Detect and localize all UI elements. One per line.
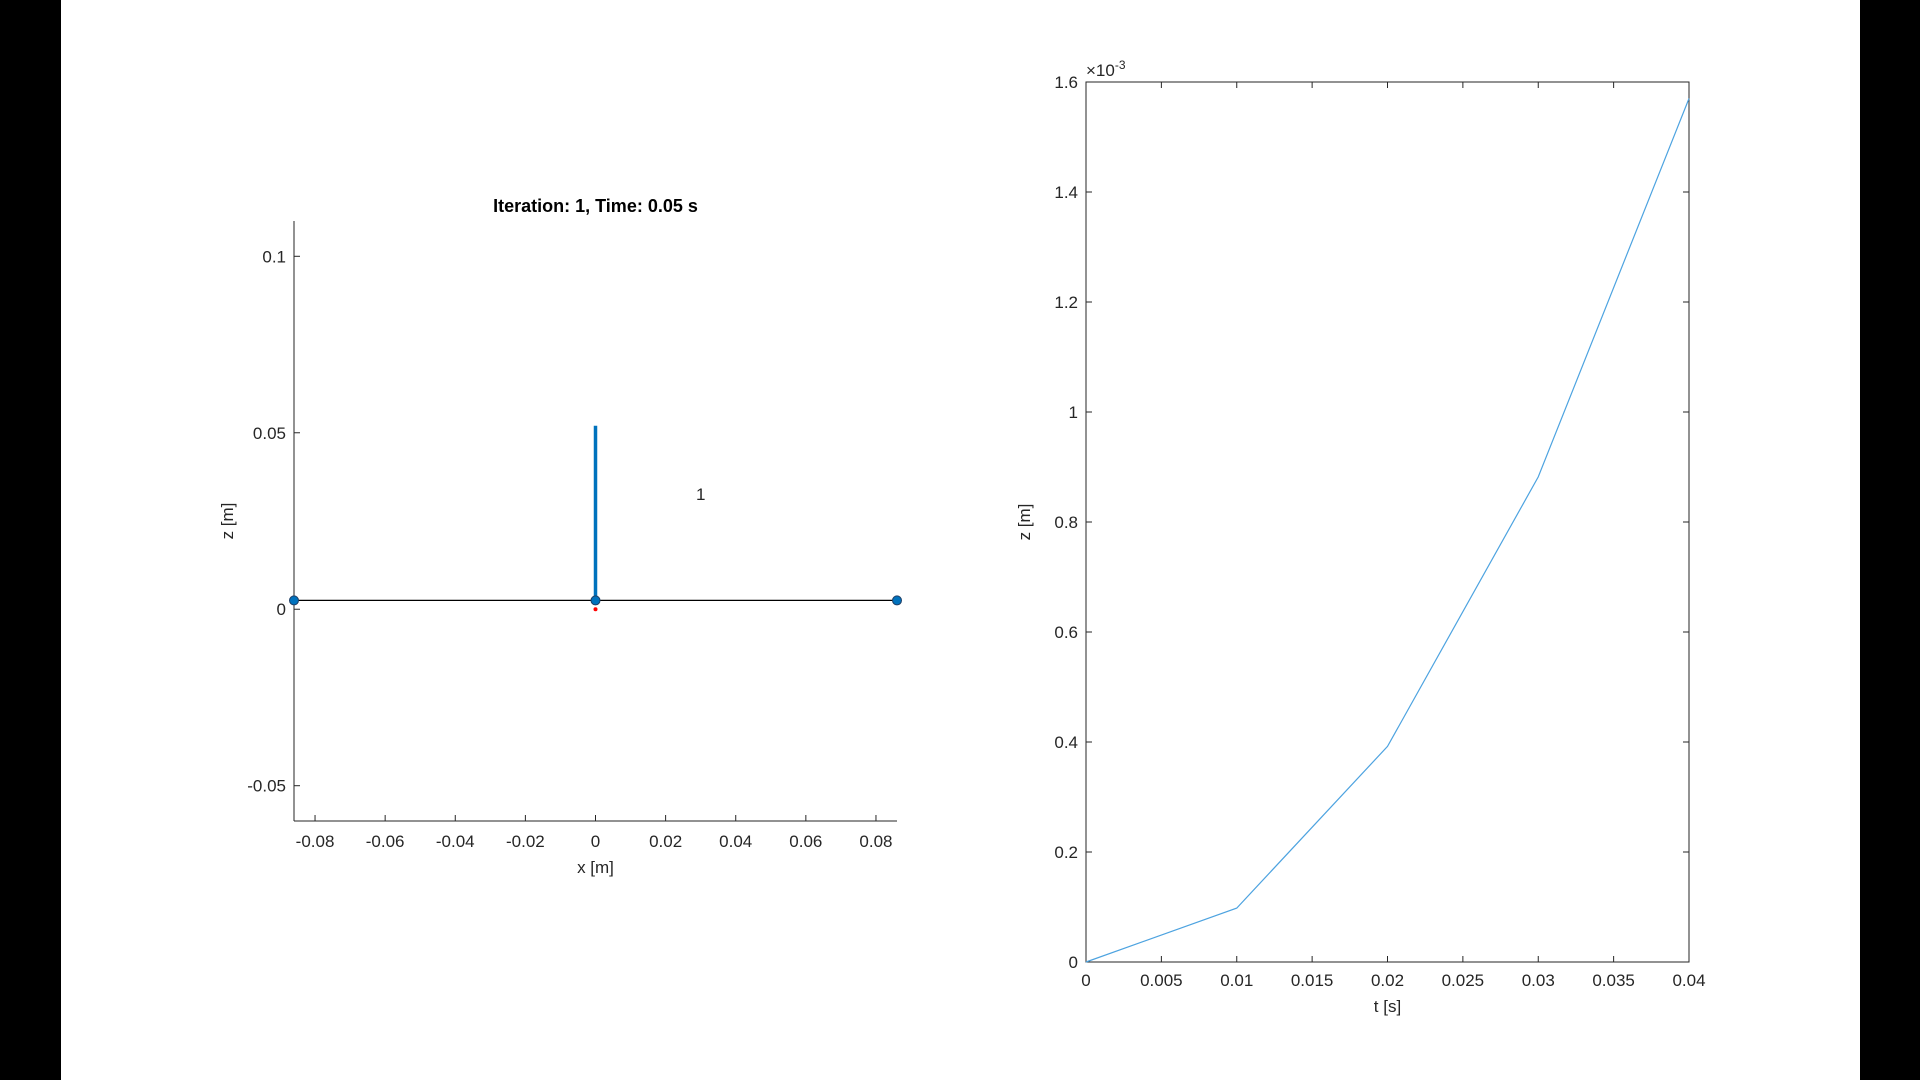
left-ytick-label: 0.1 (262, 247, 286, 266)
right-xtick-label: 0.005 (1140, 971, 1183, 990)
right-ytick-label: 0.8 (1054, 513, 1078, 532)
exponent-power: -3 (1115, 58, 1126, 72)
node-point (289, 595, 299, 606)
right-ytick-label: 0 (1069, 953, 1078, 972)
right-xtick-label: 0.015 (1291, 971, 1334, 990)
right-xtick-label: 0.01 (1220, 971, 1253, 990)
left-axes: Iteration: 1, Time: 0.05 s x [m] z [m] 1… (218, 196, 902, 877)
right-xtick-label: 0.025 (1442, 971, 1485, 990)
reference-marker (593, 607, 598, 612)
right-ytick-label: 1.2 (1054, 293, 1078, 312)
figure-canvas: Iteration: 1, Time: 0.05 s x [m] z [m] 1… (218, 58, 1706, 1016)
node-point (892, 595, 902, 606)
left-axes-xlabel: x [m] (577, 858, 614, 877)
right-xtick-label: 0.02 (1371, 971, 1404, 990)
right-ytick-label: 0.4 (1054, 733, 1078, 752)
right-ytick-label: 0.6 (1054, 623, 1078, 642)
right-xtick-label: 0.04 (1672, 971, 1705, 990)
left-xtick-label: -0.04 (436, 832, 475, 851)
right-axes-ylabel: z [m] (1015, 504, 1034, 541)
series-line (1085, 98, 1690, 963)
figure-window: Iteration: 1, Time: 0.05 s x [m] z [m] 1… (61, 0, 1860, 1080)
right-ytick-label: 1.4 (1054, 183, 1078, 202)
left-axes-ylabel: z [m] (218, 503, 237, 540)
right-axes-box (1085, 81, 1690, 963)
left-xtick-label: -0.08 (296, 832, 335, 851)
left-xtick-label: 0.06 (789, 832, 822, 851)
node-point (590, 595, 601, 606)
right-xtick-label: 0.03 (1522, 971, 1555, 990)
right-ytick-label: 1 (1069, 403, 1078, 422)
left-xtick-label: -0.06 (366, 832, 405, 851)
left-xtick-label: 0 (591, 832, 600, 851)
right-axes-xlabel: t [s] (1374, 997, 1401, 1016)
left-ytick-label: 0.05 (253, 424, 286, 443)
left-xtick-label: 0.04 (719, 832, 752, 851)
right-ytick-label: 0.2 (1054, 843, 1078, 862)
right-xtick-label: 0 (1081, 971, 1090, 990)
left-ytick-label: 0 (277, 600, 286, 619)
left-xtick-label: -0.02 (506, 832, 545, 851)
right-xtick-label: 0.035 (1592, 971, 1635, 990)
left-xtick-label: 0.02 (649, 832, 682, 851)
right-axes: t [s] z [m] ×10-3 0 0.005 0.01 0.015 0.02 0.0… (1015, 58, 1706, 1016)
right-axes-exponent: ×10-3 (1086, 58, 1126, 80)
left-axes-annotation: 1 (696, 485, 705, 504)
left-axes-title: Iteration: 1, Time: 0.05 s (493, 196, 698, 216)
exponent-base: ×10 (1086, 61, 1115, 80)
right-ytick-label: 1.6 (1054, 73, 1078, 92)
left-ytick-label: -0.05 (247, 777, 286, 796)
left-xtick-label: 0.08 (859, 832, 892, 851)
